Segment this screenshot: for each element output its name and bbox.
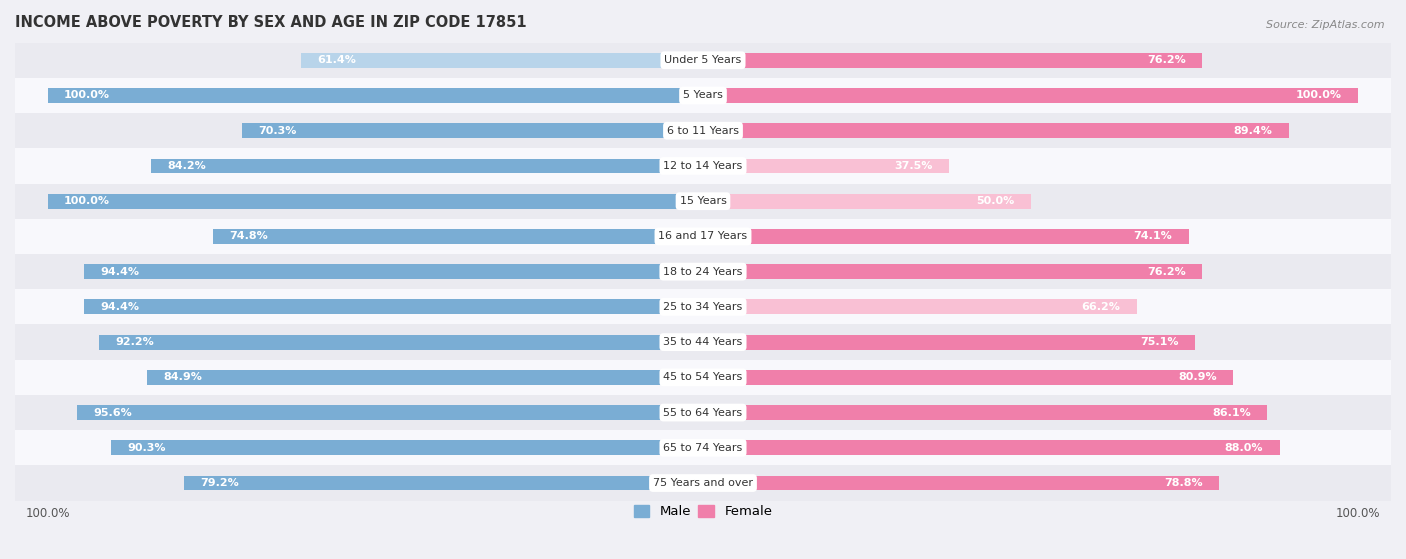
Bar [15,42,1391,78]
Text: 55 to 64 Years: 55 to 64 Years [664,408,742,418]
Bar [76,405,703,420]
Text: 100.0%: 100.0% [1296,91,1341,101]
Text: 76.2%: 76.2% [1147,55,1185,65]
Text: 45 to 54 Years: 45 to 54 Years [664,372,742,382]
Text: Under 5 Years: Under 5 Years [665,55,741,65]
Text: 16 and 17 Years: 16 and 17 Years [658,231,748,241]
Bar [15,113,1391,148]
Bar [242,124,703,138]
Text: 74.8%: 74.8% [229,231,269,241]
Text: 18 to 24 Years: 18 to 24 Years [664,267,742,277]
Text: 50.0%: 50.0% [976,196,1014,206]
Bar [84,264,703,279]
Bar [703,229,1188,244]
Bar [15,395,1391,430]
Text: 65 to 74 Years: 65 to 74 Years [664,443,742,453]
Text: 79.2%: 79.2% [201,478,239,488]
Bar [48,88,703,103]
Text: 84.9%: 84.9% [163,372,202,382]
Text: 15 Years: 15 Years [679,196,727,206]
Text: 70.3%: 70.3% [259,126,297,136]
Text: 37.5%: 37.5% [894,161,932,171]
Text: 25 to 34 Years: 25 to 34 Years [664,302,742,312]
Text: INCOME ABOVE POVERTY BY SEX AND AGE IN ZIP CODE 17851: INCOME ABOVE POVERTY BY SEX AND AGE IN Z… [15,15,527,30]
Bar [15,183,1391,219]
Bar [184,476,703,490]
Bar [15,219,1391,254]
Bar [15,78,1391,113]
Bar [15,289,1391,324]
Text: 12 to 14 Years: 12 to 14 Years [664,161,742,171]
Bar [703,405,1267,420]
Text: 84.2%: 84.2% [167,161,207,171]
Text: 66.2%: 66.2% [1081,302,1121,312]
Bar [15,466,1391,501]
Bar [703,440,1279,455]
Bar [15,360,1391,395]
Bar [703,194,1031,209]
Text: 5 Years: 5 Years [683,91,723,101]
Bar [146,370,703,385]
Text: 92.2%: 92.2% [115,337,155,347]
Bar [98,335,703,349]
Text: 89.4%: 89.4% [1233,126,1272,136]
Bar [703,159,949,173]
Bar [703,53,1202,68]
Text: 86.1%: 86.1% [1212,408,1251,418]
Bar [703,335,1195,349]
Bar [703,476,1219,490]
Bar [152,159,703,173]
Text: 80.9%: 80.9% [1178,372,1216,382]
Bar [84,300,703,314]
Bar [48,194,703,209]
Bar [703,124,1289,138]
Legend: Male, Female: Male, Female [628,500,778,524]
Text: 90.3%: 90.3% [128,443,166,453]
Text: 78.8%: 78.8% [1164,478,1204,488]
Bar [111,440,703,455]
Text: 35 to 44 Years: 35 to 44 Years [664,337,742,347]
Text: 100.0%: 100.0% [65,91,110,101]
Text: 100.0%: 100.0% [65,196,110,206]
Bar [15,148,1391,183]
Text: 88.0%: 88.0% [1225,443,1263,453]
Bar [212,229,703,244]
Text: 75 Years and over: 75 Years and over [652,478,754,488]
Text: 6 to 11 Years: 6 to 11 Years [666,126,740,136]
Bar [15,254,1391,289]
Bar [703,264,1202,279]
Text: 74.1%: 74.1% [1133,231,1173,241]
Text: 76.2%: 76.2% [1147,267,1185,277]
Bar [703,88,1358,103]
Bar [301,53,703,68]
Text: 94.4%: 94.4% [101,267,139,277]
Text: 94.4%: 94.4% [101,302,139,312]
Text: Source: ZipAtlas.com: Source: ZipAtlas.com [1267,20,1385,30]
Bar [15,430,1391,466]
Text: 75.1%: 75.1% [1140,337,1178,347]
Text: 95.6%: 95.6% [93,408,132,418]
Bar [703,370,1233,385]
Bar [703,300,1137,314]
Bar [15,324,1391,360]
Text: 61.4%: 61.4% [318,55,356,65]
